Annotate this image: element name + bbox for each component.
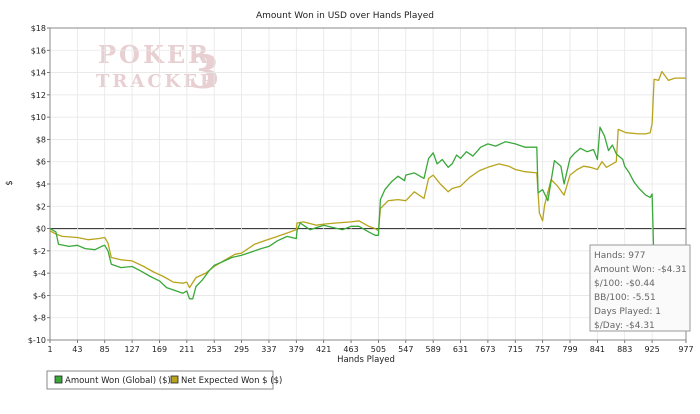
legend-swatch-amount-won — [54, 375, 63, 384]
x-tick-label: 127 — [124, 345, 139, 354]
y-tick-label: $-8 — [33, 314, 46, 323]
y-tick-label: $-4 — [33, 269, 46, 278]
watermark-poker-text: POKER — [98, 40, 211, 69]
x-tick-label: 463 — [343, 345, 358, 354]
x-tick-label: 715 — [508, 345, 523, 354]
tooltip-days-played: Days Played: 1 — [594, 307, 661, 317]
x-tick-label: 295 — [234, 345, 249, 354]
series-line-amount-won — [49, 126, 687, 300]
y-tick-label: $2 — [36, 202, 46, 211]
x-tick-label: 253 — [207, 345, 222, 354]
x-tick-label: 169 — [152, 345, 167, 354]
x-tick-label: 379 — [289, 345, 304, 354]
y-tick-label: $8 — [36, 135, 46, 144]
x-tick-label: 883 — [617, 345, 632, 354]
x-tick-label: 85 — [100, 345, 110, 354]
x-tick-label: 43 — [72, 345, 82, 354]
x-tick-label: 799 — [562, 345, 577, 354]
y-tick-label: $4 — [36, 180, 46, 189]
tooltip-hands: Hands: 977 — [594, 251, 645, 261]
watermark-tracker-text: TRACKER — [96, 71, 218, 92]
legend-swatch-net-expected — [170, 375, 179, 384]
x-tick-label: 589 — [426, 345, 441, 354]
tooltip-dollars-per-100: $/100: -$0.44 — [594, 279, 655, 289]
chart-title: Amount Won in USD over Hands Played — [256, 11, 434, 21]
series-layer — [49, 70, 687, 300]
x-tick-label: 547 — [398, 345, 413, 354]
series-line-net-expected — [49, 70, 686, 289]
hover-tooltip: Hands: 977 Amount Won: -$4.31 $/100: -$0… — [589, 244, 691, 332]
x-tick-label: 211 — [179, 345, 194, 354]
legend-box — [46, 370, 274, 390]
x-tick-label: 337 — [261, 345, 276, 354]
watermark-numeral: 3 — [188, 45, 220, 99]
x-tick-label: 421 — [316, 345, 331, 354]
y-axis-title: $ — [5, 180, 15, 185]
y-tick-label: $16 — [31, 46, 46, 55]
y-tick-label: $-10 — [28, 336, 46, 345]
x-tick-label: 757 — [535, 345, 550, 354]
x-tick-label: 505 — [371, 345, 386, 354]
y-tick-label: $-2 — [33, 247, 46, 256]
legend: Amount Won (Global) ($) Net Expected Won… — [46, 370, 282, 390]
x-tick-label: 631 — [453, 345, 468, 354]
x-tick-label: 673 — [480, 345, 495, 354]
plot-frame — [49, 27, 687, 341]
y-tick-label: $18 — [31, 24, 46, 33]
x-tick-label: 841 — [590, 345, 605, 354]
poker-tracker-watermark: POKER TRACKER 3 — [96, 40, 220, 99]
tooltip-amount-won: Amount Won: -$4.31 — [594, 265, 687, 275]
y-tick-label: $10 — [31, 113, 46, 122]
x-tick-label: 1 — [47, 345, 52, 354]
tooltip-box — [589, 244, 691, 332]
y-tick-label: $-6 — [33, 291, 46, 300]
axes: $18 $16 $14 $12 $10 $8 $6 $4 $2 $0 $-2 $-4 $-6 $-8 $-1… — [28, 24, 694, 354]
tooltip-bb-per-100: BB/100: -5.51 — [594, 293, 656, 303]
y-tick-label: $6 — [36, 158, 46, 167]
y-tick-label: $0 — [36, 225, 46, 234]
legend-label-net-expected: Net Expected Won $ ($) — [181, 376, 282, 386]
x-tick-label: 977 — [678, 345, 693, 354]
x-tick-label: 925 — [644, 345, 659, 354]
tooltip-dollars-per-day: $/Day: -$4.31 — [594, 321, 655, 331]
legend-label-amount-won: Amount Won (Global) ($) — [65, 376, 171, 386]
y-tick-label: $14 — [31, 69, 46, 78]
y-tick-label: $12 — [31, 91, 46, 100]
x-axis-title: Hands Played — [337, 355, 395, 365]
